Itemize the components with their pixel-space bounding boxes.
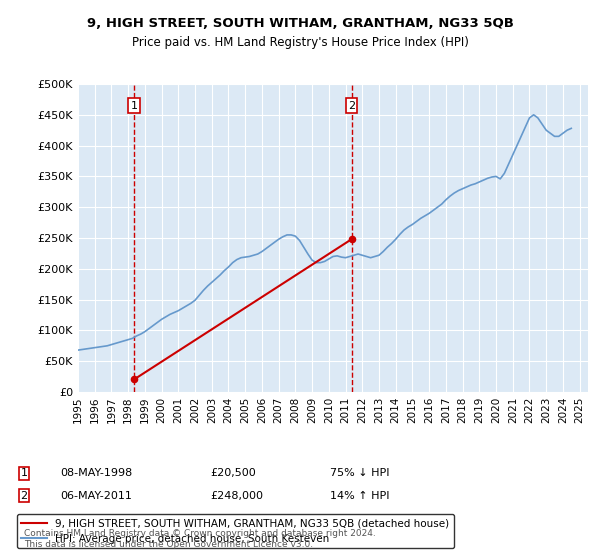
Text: 1: 1 — [20, 468, 28, 478]
Text: £20,500: £20,500 — [210, 468, 256, 478]
Text: 14% ↑ HPI: 14% ↑ HPI — [330, 491, 389, 501]
Text: 9, HIGH STREET, SOUTH WITHAM, GRANTHAM, NG33 5QB: 9, HIGH STREET, SOUTH WITHAM, GRANTHAM, … — [86, 17, 514, 30]
Text: £248,000: £248,000 — [210, 491, 263, 501]
Text: 1: 1 — [131, 101, 137, 110]
Text: Price paid vs. HM Land Registry's House Price Index (HPI): Price paid vs. HM Land Registry's House … — [131, 36, 469, 49]
Text: Contains HM Land Registry data © Crown copyright and database right 2024.
This d: Contains HM Land Registry data © Crown c… — [24, 529, 376, 549]
Text: 75% ↓ HPI: 75% ↓ HPI — [330, 468, 389, 478]
Legend: 9, HIGH STREET, SOUTH WITHAM, GRANTHAM, NG33 5QB (detached house), HPI: Average : 9, HIGH STREET, SOUTH WITHAM, GRANTHAM, … — [17, 514, 454, 548]
Point — [347, 235, 356, 244]
Point — [130, 375, 139, 384]
Text: 08-MAY-1998: 08-MAY-1998 — [60, 468, 132, 478]
Text: 06-MAY-2011: 06-MAY-2011 — [60, 491, 132, 501]
Text: 2: 2 — [20, 491, 28, 501]
Text: 2: 2 — [348, 101, 355, 110]
